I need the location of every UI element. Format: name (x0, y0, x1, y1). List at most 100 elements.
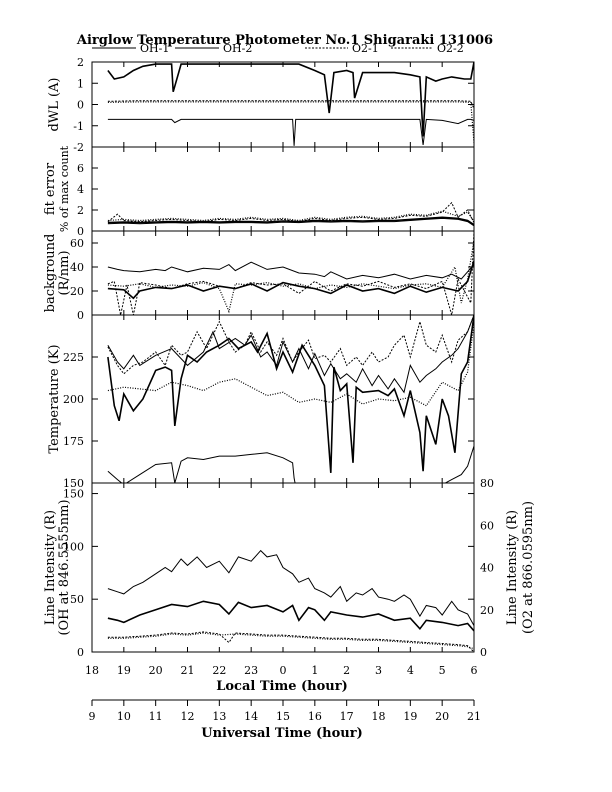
panel-frame (91, 230, 475, 316)
y-right-tick-label: 80 (480, 477, 494, 490)
series-line-o2-2 (107, 210, 474, 222)
y-tick-label: 150 (63, 477, 84, 490)
series-line-oh-2 (107, 118, 474, 146)
series-line-o2-2 (107, 101, 474, 143)
local-tick-label: 20 (149, 664, 163, 677)
local-time-label: Local Time (hour) (216, 679, 348, 694)
y-tick-label: 0 (77, 99, 84, 112)
y-axis-label-2: % of max count (58, 145, 71, 232)
ut-tick-label: 16 (308, 710, 322, 723)
series-line-o2-2 (107, 240, 474, 314)
ut-tick-label: 14 (244, 710, 258, 723)
y-axis-label: fit error (43, 162, 58, 215)
y-axis-label: dWL (A) (47, 78, 62, 132)
legend-label-o2-2: O2-2 (437, 42, 464, 55)
local-tick-label: 21 (181, 664, 195, 677)
y-tick-label: -1 (73, 120, 84, 133)
local-tick-label: 19 (117, 664, 131, 677)
y-right-tick-label: 20 (480, 604, 494, 617)
y-axis-label: background (43, 234, 58, 313)
y-axis-label-2: (OH at 846.5555nm) (57, 499, 72, 635)
ut-tick-label: 18 (372, 710, 386, 723)
y-tick-label: 2 (77, 204, 84, 217)
y-tick-label: 6 (77, 162, 84, 175)
panel-frame (91, 61, 475, 148)
series-line-oh-1 (107, 549, 474, 626)
ut-tick-label: 17 (340, 710, 354, 723)
series-line-oh-1-low- (107, 445, 474, 483)
legend: OH-1 OH-2 O2-1 O2-2 (92, 42, 464, 55)
y-tick-label: 200 (63, 393, 84, 406)
y-tick-label: 100 (63, 540, 84, 553)
y-right-axis-label-2: (O2 at 866.0595nm) (521, 501, 536, 634)
series-line-o2-1 (107, 631, 474, 652)
panel-1: 2 1 0 -1 -2 dWL (A) (47, 56, 475, 154)
y-right-tick-label: 0 (480, 646, 487, 659)
ut-tick-label: 19 (403, 710, 417, 723)
y-tick-label: 20 (70, 285, 84, 298)
y-tick-label: 0 (77, 646, 84, 659)
y-right-axis-label: Line Intensity (R) (505, 510, 520, 625)
local-tick-label: 18 (85, 664, 99, 677)
y-tick-label: 225 (63, 351, 84, 364)
ut-tick-label: 13 (212, 710, 226, 723)
y-tick-label: 0 (77, 309, 84, 322)
local-tick-label: 0 (280, 664, 287, 677)
series-line-oh-1 (107, 62, 474, 137)
y-tick-label: 2 (77, 56, 84, 69)
legend-label-oh-2: OH-2 (223, 42, 252, 55)
ut-tick-label: 9 (89, 710, 96, 723)
local-time-axis: 18 19 20 21 22 23 0 1 2 3 4 5 6 (85, 664, 478, 677)
y-axis-label: Temperature (K) (47, 344, 62, 453)
y-tick-label: 0 (77, 225, 84, 238)
ut-tick-label: 11 (149, 710, 163, 723)
series-line-o2-1 (107, 100, 474, 109)
local-tick-label: 4 (407, 664, 414, 677)
legend-label-o2-1: O2-1 (352, 42, 379, 55)
y-tick-label: 50 (70, 593, 84, 606)
ut-tick-label: 12 (181, 710, 195, 723)
y-tick-label: -2 (73, 141, 84, 154)
ut-tick-label: 10 (117, 710, 131, 723)
y-right-tick-label: 60 (480, 519, 494, 532)
legend-label-oh-1: OH-1 (140, 42, 169, 55)
series-line-oh-2 (107, 600, 474, 632)
y-right-tick-label: 40 (480, 562, 494, 575)
local-tick-label: 2 (343, 664, 350, 677)
panel-4: 225 200 175 150 Temperature (K) (47, 314, 475, 490)
y-tick-label: 40 (70, 261, 84, 274)
y-tick-label: 150 (63, 488, 84, 501)
series-line-o2-1 (107, 315, 474, 375)
series-line-oh-2 (107, 315, 474, 473)
series-line-o2-2 (107, 632, 474, 650)
y-tick-label: 60 (70, 237, 84, 250)
y-tick-label: 1 (77, 77, 84, 90)
series-line-o2-1 (107, 201, 474, 223)
panel-2: 6 4 2 0 fit error% of max count (43, 145, 475, 238)
series-line-o2-1 (107, 231, 474, 315)
y-tick-label: 4 (77, 183, 84, 196)
universal-time-axis: 9 10 11 12 13 14 15 16 17 18 19 20 21 (89, 699, 481, 723)
ut-tick-label: 15 (276, 710, 290, 723)
y-tick-label: 175 (63, 435, 84, 448)
series-line-oh-2 (107, 260, 474, 300)
y-axis-label: Line Intensity (R) (43, 510, 58, 625)
series-line-oh-2 (107, 217, 474, 227)
ut-tick-label: 20 (435, 710, 449, 723)
local-tick-label: 23 (244, 664, 258, 677)
local-tick-label: 3 (375, 664, 382, 677)
local-tick-label: 1 (311, 664, 318, 677)
universal-time-label: Universal Time (hour) (201, 726, 363, 741)
ut-tick-label: 21 (467, 710, 481, 723)
local-tick-label: 22 (212, 664, 226, 677)
panel-3: 60 40 20 0 background (R/nm) (43, 230, 475, 322)
series-line-o2-2 (107, 323, 474, 407)
local-tick-label: 5 (439, 664, 446, 677)
series-line-oh-1 (107, 261, 474, 280)
figure-title: Airglow Temperature Photometer No.1 Shig… (76, 33, 493, 48)
local-tick-label: 6 (471, 664, 478, 677)
y-axis-label-2: (R/nm) (57, 250, 72, 295)
